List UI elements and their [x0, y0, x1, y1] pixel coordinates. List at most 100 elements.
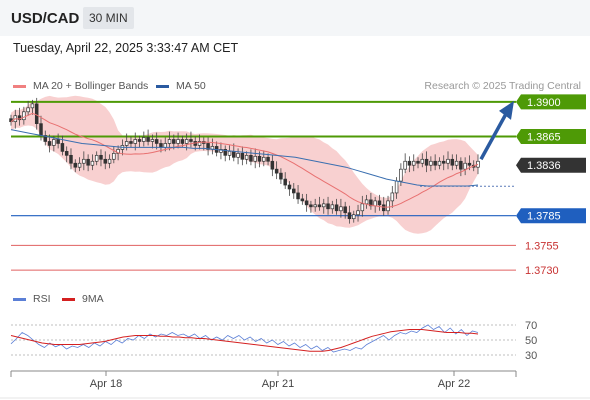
candle-body — [360, 203, 365, 212]
candle-body — [30, 103, 35, 109]
forecast-arrow-layer — [479, 100, 514, 161]
candle-body — [249, 154, 253, 162]
candle-body — [146, 137, 150, 142]
legend-rsi-label: RSI — [33, 293, 51, 305]
candle-body — [309, 204, 313, 208]
candle-body — [476, 160, 480, 168]
rsi-axis-label-50: 50 — [525, 335, 537, 347]
candle-body — [266, 156, 270, 162]
candle-body — [420, 158, 425, 164]
level-labels-layer: 1.3900 1.3865 1.3836 1.3785 1.3755 1.3730 — [516, 94, 586, 277]
candle-body — [437, 160, 442, 166]
legend-ma50: MA 50 — [156, 80, 206, 92]
candle-body — [86, 158, 90, 166]
candle-body — [317, 204, 322, 208]
candle-body — [142, 137, 146, 142]
candle-body — [262, 156, 266, 162]
rsi-axis-label-30: 30 — [525, 350, 537, 362]
legend-ma50-label: MA 50 — [176, 80, 206, 92]
candle-body — [334, 204, 339, 212]
bollinger-band — [11, 95, 478, 234]
level-label-box — [516, 157, 586, 173]
candle-body — [330, 204, 335, 210]
candle-body — [22, 111, 26, 121]
ma20-line — [10, 112, 479, 208]
candle-body — [467, 162, 472, 166]
level-label-1.3730: 1.3730 — [525, 265, 559, 277]
level-label-1.3865: 1.3865 — [516, 129, 586, 145]
legend-rsi-ma-swatch — [62, 297, 75, 301]
candle-body — [433, 160, 437, 166]
candle-body — [232, 151, 236, 158]
candle-body — [154, 139, 159, 144]
rsi-line — [10, 324, 479, 353]
candle-body — [56, 139, 60, 144]
level-label-1.3785: 1.3785 — [516, 208, 586, 224]
candle-body — [347, 212, 352, 220]
candle-body — [313, 204, 317, 208]
candle-body — [279, 172, 283, 180]
candle-body — [283, 178, 287, 186]
legend-rsi-ma: 9MA — [62, 293, 104, 305]
candle-body — [133, 139, 137, 144]
candle-body — [150, 139, 155, 142]
candle-body — [253, 155, 257, 162]
candle-body — [411, 160, 416, 166]
candles-layer — [9, 97, 480, 224]
candle-body — [112, 153, 116, 160]
candle-body — [107, 158, 112, 164]
candle-body — [103, 158, 108, 164]
candle-body — [287, 184, 292, 190]
candle-body — [39, 123, 43, 136]
legend-rsi-ma-label: 9MA — [82, 293, 104, 305]
legend-bollinger: MA 20 + Bollinger Bands — [13, 80, 148, 92]
candle-body — [172, 139, 176, 144]
candle-body — [73, 162, 78, 168]
candle-body — [343, 206, 347, 214]
candle-body — [352, 214, 356, 220]
candle-body — [69, 154, 73, 164]
candle-body — [381, 204, 386, 212]
symbol-title: USD/CAD — [11, 10, 80, 27]
candle-body — [296, 192, 300, 200]
candle-body — [163, 143, 167, 148]
candle-body — [77, 162, 82, 168]
candle-body — [116, 149, 120, 154]
candle-body — [82, 158, 86, 164]
candle-body — [463, 162, 467, 170]
candle-body — [189, 139, 193, 142]
candle-body — [459, 160, 463, 170]
candle-body — [223, 149, 227, 156]
level-label-text: 1.3865 — [527, 132, 561, 144]
candle-body — [339, 206, 343, 212]
candle-body — [416, 160, 420, 164]
candle-body — [429, 160, 433, 166]
ma50-line — [10, 129, 479, 187]
source-credit: Research © 2025 Trading Central — [424, 80, 581, 92]
candle-body — [206, 143, 210, 150]
moving-averages-layer — [10, 112, 479, 208]
legend-bollinger-label: MA 20 + Bollinger Bands — [33, 80, 149, 92]
candle-body — [94, 154, 99, 162]
candle-body — [17, 115, 22, 121]
candle-body — [124, 141, 129, 146]
level-label-box — [516, 129, 586, 145]
level-label-1.3900: 1.3900 — [516, 94, 586, 110]
level-label-text: 1.3836 — [527, 160, 561, 172]
candle-body — [373, 200, 377, 207]
candle-body — [390, 192, 395, 202]
level-lines-layer — [11, 100, 516, 271]
candle-body — [227, 151, 232, 156]
candle-body — [180, 139, 185, 144]
legend-ma50-swatch — [156, 84, 169, 88]
candle-body — [300, 198, 305, 202]
forecast-arrow-shaft — [479, 113, 508, 161]
candle-body — [137, 139, 142, 142]
candle-body — [236, 153, 240, 158]
candle-body — [52, 139, 56, 146]
timeframe-button[interactable]: 30 MIN — [83, 7, 134, 29]
candle-body — [26, 107, 30, 113]
x-tick-label: Apr 22 — [438, 378, 470, 390]
candle-body — [176, 139, 180, 144]
